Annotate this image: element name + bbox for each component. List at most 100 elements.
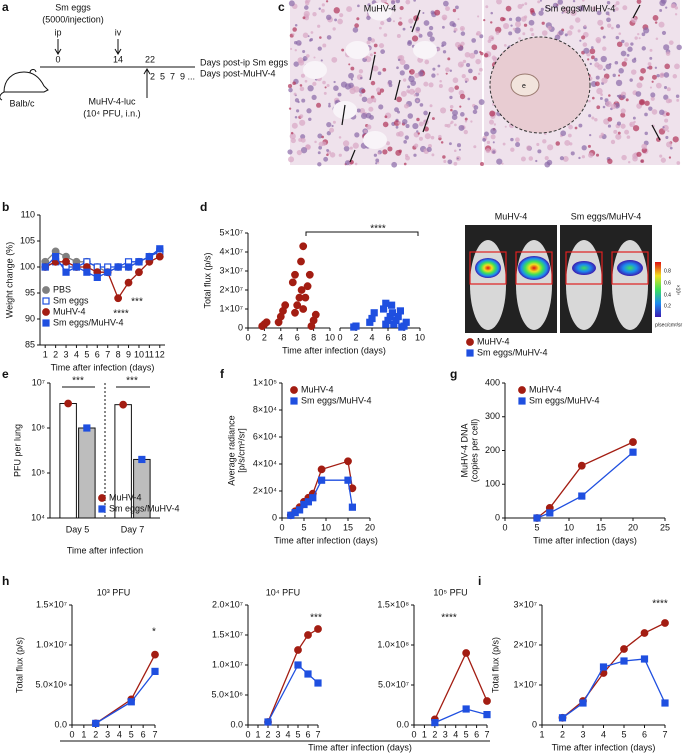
tissue-texture — [326, 121, 332, 128]
tissue-texture — [594, 62, 600, 68]
tissue-texture — [399, 17, 402, 20]
tissue-texture — [478, 67, 483, 72]
marker — [83, 268, 91, 276]
tissue-texture — [510, 24, 513, 27]
marker — [156, 245, 164, 253]
x-tick-label: 4 — [117, 729, 122, 739]
tissue-texture — [447, 159, 453, 165]
tissue-texture — [287, 84, 293, 89]
alveolus — [363, 131, 387, 149]
tissue-texture — [403, 103, 409, 109]
line — [434, 708, 488, 724]
marker — [629, 448, 637, 456]
y-tick-label: 0.0 — [396, 719, 409, 729]
tissue-texture — [589, 62, 592, 65]
tissue-texture — [442, 17, 446, 21]
marker — [151, 667, 159, 676]
tissue-texture — [663, 72, 670, 78]
tissue-texture — [482, 138, 487, 142]
tissue-texture — [617, 131, 621, 135]
tissue-texture — [326, 148, 330, 152]
tissue-texture — [372, 65, 379, 72]
tissue-texture — [624, 42, 629, 47]
arrow — [349, 149, 356, 163]
tissue-texture — [307, 85, 314, 92]
x-tick-label: 10 — [134, 349, 144, 359]
marker — [92, 719, 100, 728]
label: 0 — [55, 54, 60, 64]
marker — [546, 509, 554, 517]
tissue-texture — [621, 154, 627, 161]
tissue-texture — [411, 35, 419, 42]
tissue-texture — [541, 21, 545, 25]
marker — [344, 476, 352, 484]
tissue-texture — [441, 44, 444, 48]
tissue-texture — [558, 30, 564, 36]
tissue-texture — [443, 0, 449, 7]
tissue-texture — [293, 92, 297, 96]
tissue-texture — [655, 37, 659, 41]
tissue-texture — [654, 21, 658, 24]
x-axis-label: Time after infection (days) — [274, 535, 378, 545]
y-axis-label: PFU per lung — [12, 424, 22, 477]
tissue-texture — [462, 59, 467, 64]
tissue-texture — [578, 5, 585, 12]
tissue-texture — [375, 87, 382, 93]
tissue-texture — [353, 86, 360, 93]
marker — [98, 494, 106, 502]
tissue-texture — [651, 80, 654, 83]
tissue-texture — [300, 134, 306, 140]
tissue-texture — [414, 72, 420, 78]
tissue-texture — [492, 150, 496, 154]
tissue-texture — [299, 86, 305, 92]
tissue-texture — [515, 16, 522, 23]
marker — [41, 263, 49, 271]
marker — [661, 699, 669, 707]
tissue-texture — [317, 162, 322, 167]
tissue-texture — [414, 143, 419, 148]
tissue-texture — [294, 116, 298, 119]
tissue-texture — [621, 39, 625, 44]
tissue-texture — [607, 124, 612, 128]
tissue-texture — [348, 82, 354, 89]
tissue-texture — [485, 5, 489, 9]
tissue-texture — [581, 145, 587, 151]
y-tick-label: 1.0×10⁷ — [212, 659, 243, 669]
tissue-texture — [423, 20, 430, 26]
tissue-texture — [385, 141, 390, 146]
tissue-texture — [662, 126, 665, 129]
tissue-texture — [648, 65, 653, 70]
tissue-texture — [626, 135, 631, 139]
tissue-texture — [339, 13, 344, 18]
marker — [533, 514, 541, 522]
marker — [52, 253, 60, 261]
y-tick-label: 1.5×10⁸ — [377, 599, 409, 609]
tissue-texture — [564, 33, 568, 37]
tissue-texture — [404, 135, 409, 140]
x-tick-label: 6 — [295, 332, 300, 342]
tissue-texture — [596, 87, 603, 95]
x-tick-label: 2 — [53, 349, 58, 359]
tissue-texture — [457, 61, 464, 68]
marker — [344, 457, 352, 466]
tissue-texture — [617, 74, 621, 77]
tissue-texture — [318, 7, 321, 10]
tissue-texture — [651, 109, 658, 115]
marker — [114, 263, 122, 271]
mouse — [566, 240, 602, 330]
tissue-texture — [554, 34, 561, 41]
line — [95, 671, 156, 724]
tissue-texture — [574, 126, 578, 130]
marker — [291, 308, 299, 317]
tissue-texture — [424, 59, 430, 65]
legend-label: Sm eggs/MuHV-4 — [477, 347, 548, 357]
tissue-texture — [418, 136, 423, 141]
tissue-texture — [369, 53, 373, 57]
y-axis-label: Average radiance — [226, 415, 236, 485]
y-axis-label: Total flux (p/s) — [490, 637, 500, 693]
x-tick-label: 7 — [662, 729, 667, 739]
label: MuHV-4-luc — [88, 96, 136, 106]
tissue-texture — [333, 85, 339, 91]
